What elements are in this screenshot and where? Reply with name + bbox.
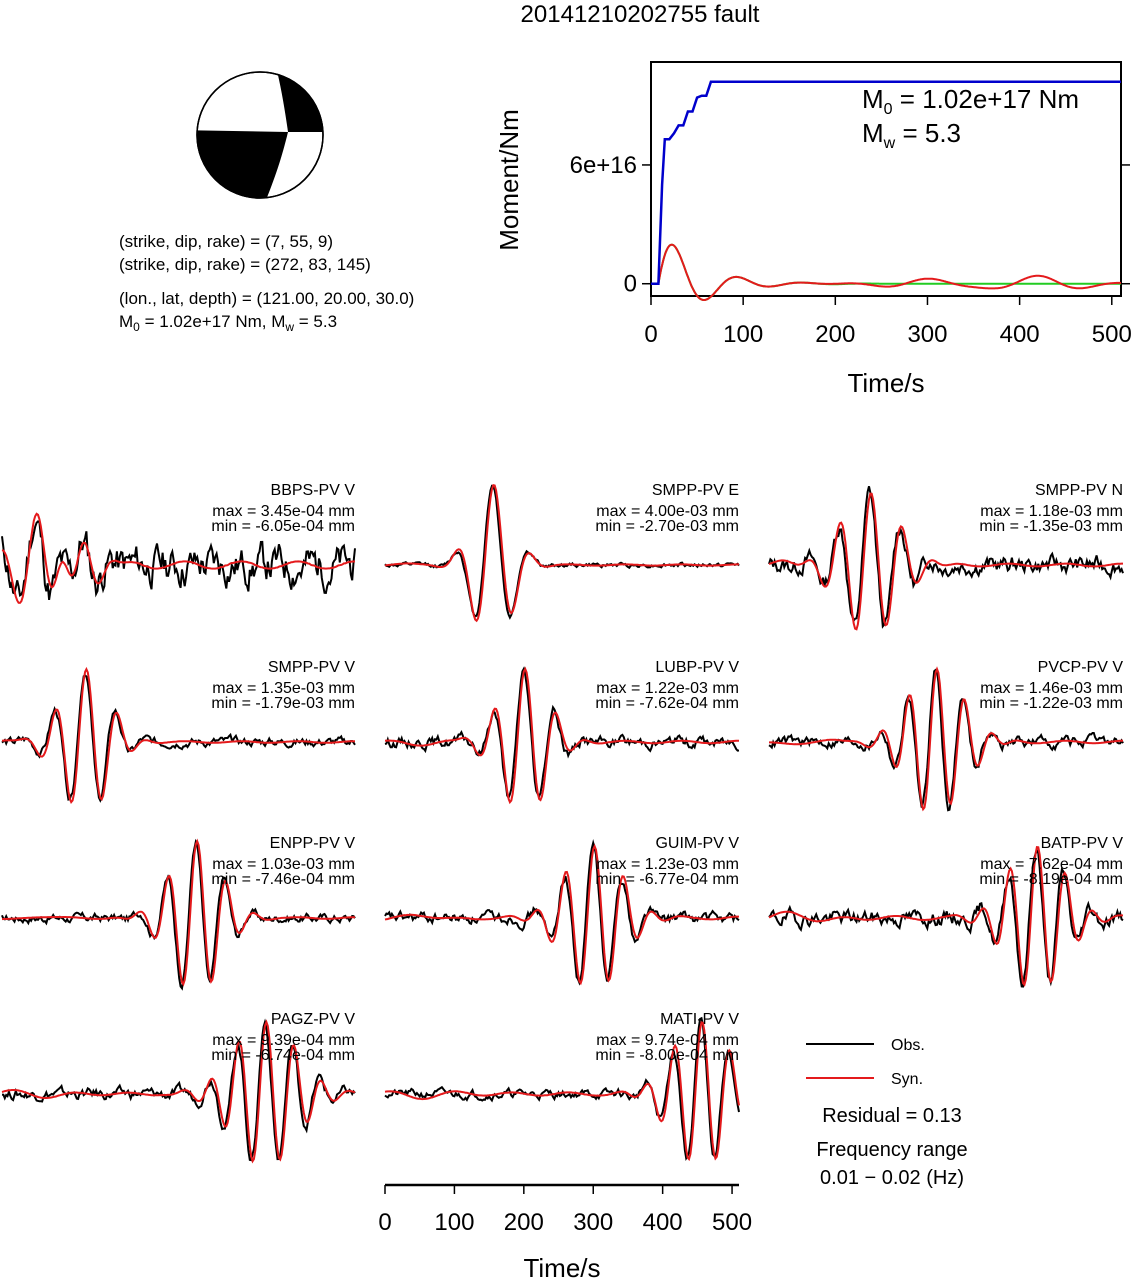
synthetic-waveform: [768, 845, 1124, 987]
observed-waveform: [1, 520, 356, 601]
station-name: GUIM-PV V: [655, 835, 739, 852]
station-min: min = -7.62e-04 mm: [595, 695, 739, 712]
station-name: PAGZ-PV V: [271, 1011, 355, 1028]
synthetic-waveform: [1, 512, 356, 604]
frequency-range-label: Frequency range: [816, 1139, 967, 1161]
station-max: max = 1.46e-03 mm: [980, 680, 1123, 697]
moment-xtick-label: 400: [1000, 321, 1040, 348]
station-max: max = 1.35e-03 mm: [212, 680, 355, 697]
synthetic-waveform: [384, 484, 739, 623]
station-min: min = -6.05e-04 mm: [211, 518, 355, 535]
station-max: max = 4.00e-03 mm: [596, 503, 739, 520]
frequency-range-value: 0.01 − 0.02 (Hz): [820, 1167, 964, 1189]
station-min: min = -1.22e-03 mm: [979, 695, 1123, 712]
station-min: min = -7.46e-04 mm: [211, 871, 355, 888]
moment-xtick-label: 200: [815, 321, 855, 348]
legend-obs-label: Obs.: [891, 1037, 925, 1054]
station-name: SMPP-PV E: [652, 482, 739, 499]
synthetic-waveform: [384, 843, 739, 986]
legend-syn-label: Syn.: [891, 1071, 923, 1088]
station-max: max = 3.45e-04 mm: [212, 503, 355, 520]
moment-text: M0 = 1.02e+17 Nm, Mw = 5.3: [119, 312, 337, 334]
station-min: min = -1.79e-03 mm: [211, 695, 355, 712]
moment-y-axis-label: Moment/Nm: [494, 109, 524, 251]
moment-plot-frame: [650, 61, 1122, 297]
moment-ytick-label: 0: [624, 271, 637, 298]
location-text: (lon., lat, depth) = (121.00, 20.00, 30.…: [119, 289, 414, 308]
beachball-compressional-quadrant-bottom: [197, 130, 288, 198]
synthetic-waveform: [1, 666, 355, 804]
station-max: max = 1.03e-03 mm: [212, 856, 355, 873]
residual-text: Residual = 0.13: [822, 1105, 962, 1127]
moment-function-chart: 0 100 200 300 400 500 0 6e+16 M0 = 1.02e+17 Nm…: [494, 61, 1132, 398]
waveform-xtick-label: 300: [573, 1209, 613, 1236]
moment-xtick-label: 300: [907, 321, 947, 348]
observed-waveform: [768, 668, 1124, 812]
moment-annotation-m0: M0 = 1.02e+17 Nm: [862, 84, 1079, 118]
station-max: max = 9.39e-04 mm: [212, 1032, 355, 1049]
station-max: max = 1.23e-03 mm: [596, 856, 739, 873]
station-max: max = 1.18e-03 mm: [980, 503, 1123, 520]
figure-title: 20141210202755 fault: [521, 1, 760, 28]
station-max: max = 7.62e-04 mm: [980, 856, 1123, 873]
station-name: ENPP-PV V: [270, 835, 356, 852]
moment-rate-green-line: [651, 243, 1121, 301]
waveform-x-axis-label: Time/s: [523, 1253, 600, 1280]
station-name: BATP-PV V: [1041, 835, 1124, 852]
legend: Obs. Syn.: [806, 1037, 925, 1088]
waveform-xtick-label: 400: [643, 1209, 683, 1236]
station-min: min = -6.74e-04 mm: [211, 1047, 355, 1064]
waveform-xtick-label: 100: [434, 1209, 474, 1236]
station-name: LUBP-PV V: [655, 659, 739, 676]
plane1-text: (strike, dip, rake) = (7, 55, 9): [119, 232, 333, 251]
station-name: SMPP-PV N: [1035, 482, 1123, 499]
synthetic-waveform: [1, 838, 355, 987]
moment-xtick-label: 100: [723, 321, 763, 348]
synthetic-waveform: [768, 492, 1123, 631]
station-max: max = 1.22e-03 mm: [596, 680, 739, 697]
waveform-xtick-label: 500: [712, 1209, 752, 1236]
moment-ytick-label: 6e+16: [570, 152, 637, 179]
waveform-xtick-label: 200: [504, 1209, 544, 1236]
station-name: MATI-PV V: [660, 1011, 739, 1028]
moment-xtick-label: 0: [644, 321, 657, 348]
station-name: BBPS-PV V: [271, 482, 356, 499]
observed-waveform: [384, 666, 740, 800]
moment-x-axis-label: Time/s: [847, 368, 924, 398]
moment-rate-red-line: [651, 243, 1121, 301]
station-min: min = -2.70e-03 mm: [595, 518, 739, 535]
synthetic-waveform: [1, 1019, 356, 1164]
station-max: max = 9.74e-04 mm: [596, 1032, 739, 1049]
waveform-time-axis: 0 100 200 300 400 500 Time/s: [378, 1183, 752, 1280]
moment-annotation-mw: Mw = 5.3: [862, 118, 961, 152]
synthetic-waveform: [384, 1021, 740, 1162]
synthetic-waveform: [769, 666, 1123, 812]
station-min: min = -6.77e-04 mm: [595, 871, 739, 888]
station-name: SMPP-PV V: [268, 659, 355, 676]
station-name: PVCP-PV V: [1038, 659, 1124, 676]
station-min: min = -8.19e-04 mm: [979, 871, 1123, 888]
beachball: [196, 71, 324, 199]
station-min: min = -1.35e-03 mm: [979, 518, 1123, 535]
plane2-text: (strike, dip, rake) = (272, 83, 145): [119, 255, 371, 274]
waveform-xtick-label: 0: [378, 1209, 391, 1236]
station-min: min = -8.00e-04 mm: [595, 1047, 739, 1064]
cumulative-moment-line: [651, 80, 1121, 285]
moment-xtick-label: 500: [1092, 321, 1132, 348]
synthetic-waveform: [384, 666, 739, 805]
